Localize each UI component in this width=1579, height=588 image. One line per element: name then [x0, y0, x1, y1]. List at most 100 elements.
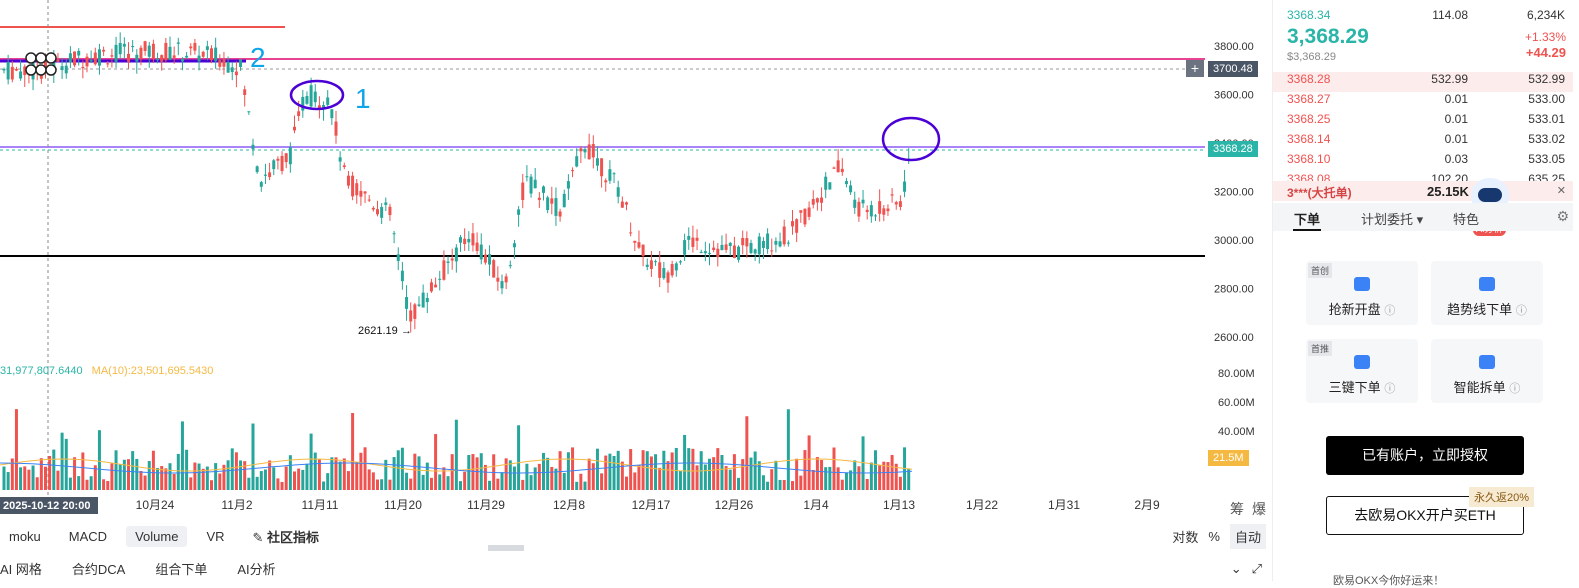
volume-bar [14, 409, 18, 490]
volume-bar [454, 419, 458, 490]
volume-bar [708, 458, 711, 490]
candle-body [68, 53, 72, 63]
price-axis-label: 2800.00 [1214, 284, 1254, 296]
volume-bar [210, 480, 213, 490]
card-smart-split[interactable]: 智能拆单 ⓘ [1431, 339, 1543, 403]
candle-body [44, 58, 47, 73]
card-trendline-order[interactable]: 趋势线下单 ⓘ [1431, 261, 1543, 325]
candle-body [197, 55, 201, 62]
candle-body [160, 55, 164, 62]
volume-bar [857, 466, 861, 490]
volume-bar [193, 462, 197, 490]
date-axis-label: 11月11 [302, 498, 339, 512]
volume-bar [467, 454, 471, 490]
expand-icon[interactable]: ⤢ [1251, 560, 1262, 576]
volume-bar [471, 454, 475, 490]
tab-plan-order[interactable]: 计划委托 ▾ [1361, 212, 1424, 227]
settings-gear-icon[interactable]: ⚙ [1556, 208, 1569, 224]
candle-body [218, 60, 222, 67]
volume-bar [844, 472, 848, 490]
candle-body [595, 158, 599, 166]
candle-body [19, 71, 23, 79]
help-icon[interactable]: ⓘ [1509, 383, 1521, 395]
axis-right-label-2[interactable]: 爆 [1252, 501, 1266, 517]
card-new-launch[interactable]: 首创 抢新开盘 ⓘ [1306, 261, 1418, 325]
ask-row[interactable]: 3368.10 0.03 533.05 [1287, 152, 1573, 172]
percent-toggle[interactable]: % [1208, 528, 1220, 544]
tab-order[interactable]: 下单 [1294, 212, 1321, 227]
volume-bar [338, 461, 342, 490]
candle-body [483, 254, 487, 263]
ask-qty: 0.03 [1444, 152, 1468, 166]
close-icon[interactable]: ✕ [1556, 185, 1566, 197]
ask-row[interactable]: 3368.27 0.01 533.00 [1287, 92, 1573, 112]
tab-order-underline [1293, 229, 1321, 231]
three-key-icon [1354, 355, 1370, 369]
volume-bar [625, 476, 628, 490]
bottom-ai-grid[interactable]: AI 网格 [0, 562, 42, 577]
volume-bar [508, 460, 512, 490]
bottom-contract-dca[interactable]: 合约DCA [71, 562, 126, 577]
volume-bar [288, 455, 292, 490]
help-icon[interactable]: ⓘ [1384, 383, 1396, 395]
candle-body [645, 264, 649, 267]
card-three-key[interactable]: 首推 三键下单 ⓘ [1306, 339, 1418, 403]
ask-row[interactable]: 3368.28 532.99 532.99 [1273, 72, 1573, 92]
candle-body [380, 207, 384, 218]
minimize-icon[interactable]: ⌄ [1230, 560, 1242, 576]
help-icon[interactable]: ⓘ [1384, 305, 1396, 317]
side-panel: 3368.34 114.08 6,234K 3,368.29 $3,368.29… [1272, 0, 1579, 587]
volume-bar [60, 432, 64, 490]
candle-body [139, 47, 143, 59]
bottom-ai-analysis[interactable]: AI分析 [237, 562, 276, 577]
ask-total: 533.05 [1528, 152, 1565, 166]
auto-toggle[interactable]: 自动 [1229, 523, 1266, 549]
crosshair-add-button[interactable]: + [1186, 60, 1204, 77]
candlestick-chart[interactable]: 3800.003600.003400.003200.003000.002800.… [0, 0, 1272, 581]
candle-body [479, 244, 483, 260]
volume-bar [280, 481, 284, 490]
tab-volume[interactable]: Volume [126, 525, 188, 547]
volume-bar [828, 466, 832, 490]
volume-bar [255, 476, 259, 490]
volume-bar [77, 476, 81, 490]
log-toggle[interactable]: 对数 [1172, 529, 1199, 545]
bottom-combo-order[interactable]: 组合下单 [155, 562, 208, 577]
volume-bar [753, 451, 757, 490]
candle-body [268, 172, 272, 178]
open-account-button[interactable]: 去欧易OKX开户买ETH [1326, 496, 1524, 535]
volume-bar [691, 448, 695, 490]
volume-bar [620, 461, 624, 490]
volume-bar [496, 478, 500, 490]
candle-body [815, 198, 819, 203]
volume-bar [645, 451, 649, 490]
tab-vr[interactable]: VR [206, 528, 225, 544]
candle-body [450, 258, 454, 261]
candle-body [666, 272, 670, 283]
ask-row[interactable]: 3368.14 0.01 533.02 [1287, 132, 1573, 152]
chart-area[interactable]: 3800.003600.003400.003200.003000.002800.… [0, 0, 1272, 581]
candle-body [649, 260, 653, 269]
candle-body [135, 54, 139, 62]
volume-bar [334, 457, 338, 490]
help-icon[interactable]: ⓘ [1515, 305, 1527, 317]
candle-body [853, 199, 857, 208]
candle-body [151, 43, 155, 59]
tab-macd[interactable]: MACD [68, 528, 108, 544]
volume-axis-label: 60.00M [1218, 397, 1255, 409]
tab-feature[interactable]: 特色 [1453, 212, 1480, 227]
robot-face [1478, 188, 1502, 202]
authorize-button[interactable]: 已有账户，立即授权 [1326, 436, 1524, 475]
volume-bar [409, 478, 413, 490]
ask-row[interactable]: 3368.25 0.01 533.01 [1287, 112, 1573, 132]
tab-community[interactable]: ✎ 社区指标 [244, 524, 329, 549]
candle-body [620, 201, 624, 208]
candle-body [284, 153, 288, 163]
volume-bar [836, 467, 840, 490]
axis-right-label-1[interactable]: 筹 [1230, 501, 1244, 517]
collapse-handle[interactable] [488, 545, 524, 551]
volume-bar [97, 430, 101, 490]
tab-moku[interactable]: moku [9, 528, 41, 544]
volume-bar [562, 472, 566, 490]
tab-community-label: 社区指标 [267, 529, 320, 545]
